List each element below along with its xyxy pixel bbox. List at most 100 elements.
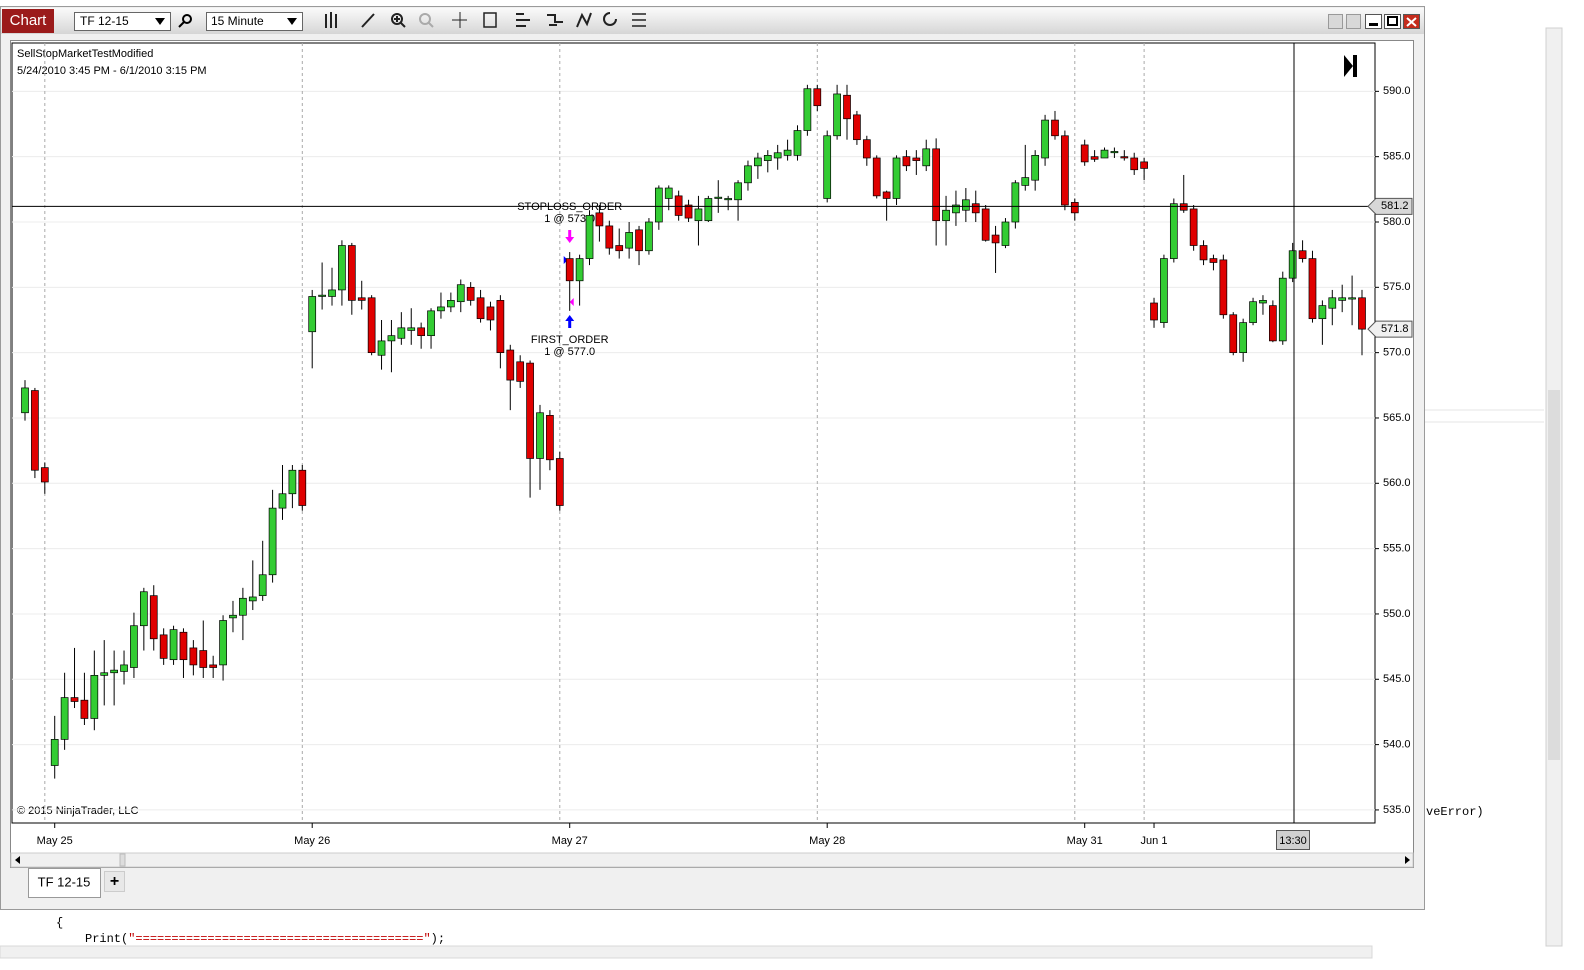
candle-body <box>90 675 99 719</box>
reload-icon[interactable] <box>603 12 617 26</box>
order-marker <box>563 256 568 264</box>
draw-icon[interactable] <box>361 13 375 28</box>
editor-scroll-thumb[interactable] <box>1548 390 1560 760</box>
y-tick-label: 550.0 <box>1383 608 1411 620</box>
candle-body <box>942 209 950 222</box>
menu-icon[interactable] <box>632 13 646 27</box>
candle-body <box>377 340 386 356</box>
go-to-end-icon[interactable] <box>1344 55 1353 77</box>
candle-body <box>427 310 435 337</box>
candle-body <box>952 204 960 214</box>
instrument-label: TF 12-15 <box>80 14 129 28</box>
window-button[interactable] <box>1346 14 1361 29</box>
candle-body <box>1179 203 1188 211</box>
y-tick-label: 560.0 <box>1383 477 1411 489</box>
plot: 535.0 540.0 545.0 550.0 555.0 560.0 565.0 570.0… <box>12 43 1411 847</box>
y-tick-label: 565.0 <box>1383 412 1411 424</box>
candle-body <box>962 199 970 211</box>
interval-label: 15 Minute <box>211 14 264 28</box>
candle-body <box>1070 202 1079 214</box>
candle-body <box>1229 314 1238 353</box>
candle-body <box>635 229 643 252</box>
copyright: © 2015 NinjaTrader, LLC <box>17 805 138 817</box>
candle-body <box>724 198 733 201</box>
candle-body <box>229 614 237 619</box>
candle-body <box>853 114 861 141</box>
y-tick-label: 580.0 <box>1383 216 1411 228</box>
interval-select[interactable] <box>206 12 303 31</box>
candle-body <box>1298 250 1307 259</box>
order-detail: 1 @ 577.0 <box>544 346 595 358</box>
order-arrow <box>565 315 575 328</box>
candle-body <box>843 94 851 120</box>
candle-body <box>862 139 871 159</box>
candle-body <box>179 631 188 661</box>
chart-tab[interactable] <box>2 9 54 33</box>
candle-body <box>1160 258 1168 323</box>
window-buttons <box>1328 14 1420 29</box>
candle-body <box>159 634 168 659</box>
scroll-thumb[interactable] <box>119 853 126 867</box>
candle-body <box>1209 258 1218 263</box>
strategy-icon[interactable] <box>547 14 563 26</box>
candle-body <box>1150 302 1158 321</box>
candle-body <box>50 739 59 766</box>
candle-body <box>60 697 69 740</box>
candle-body <box>654 187 663 223</box>
candle-body <box>40 467 49 483</box>
data-box-icon[interactable] <box>483 12 497 28</box>
add-tab-button[interactable] <box>104 871 125 892</box>
candle-body <box>318 294 326 297</box>
candle-body <box>169 629 178 661</box>
candle-body <box>139 591 148 627</box>
editor-hscroll[interactable] <box>0 945 1373 959</box>
candle-body <box>357 297 366 301</box>
candle-body <box>645 221 653 252</box>
candle-body <box>338 245 346 291</box>
candle-body <box>991 234 1000 244</box>
search-icon[interactable] <box>182 14 192 24</box>
x-tick-label: May 25 <box>37 835 73 847</box>
candle-body <box>1189 208 1198 246</box>
candle-body <box>407 327 416 331</box>
crosshair-icon[interactable] <box>452 12 467 28</box>
bars-icon[interactable] <box>325 12 337 28</box>
candle-body <box>417 327 425 337</box>
y-tick-label: 535.0 <box>1383 804 1411 816</box>
chart-tab-label: Chart <box>10 12 48 29</box>
zoom-out-icon[interactable] <box>419 13 431 25</box>
zoom-in-icon[interactable] <box>391 13 403 25</box>
candle-body <box>130 625 138 668</box>
dropdown-arrow <box>287 18 297 25</box>
properties-icon[interactable] <box>516 13 530 27</box>
window-button[interactable] <box>1328 14 1343 29</box>
candle-body <box>1120 156 1129 159</box>
plot-area <box>11 42 1376 824</box>
candle-body <box>397 327 406 339</box>
candle-body <box>813 88 822 107</box>
order-name: FIRST_ORDER <box>531 334 609 346</box>
code-print: Print("=================================… <box>85 932 445 946</box>
indicator-icon[interactable] <box>576 12 592 28</box>
candle-body <box>704 198 713 222</box>
candle-body <box>496 300 505 353</box>
candle-body <box>734 182 742 201</box>
candle-body <box>912 157 921 161</box>
instrument-select[interactable] <box>74 12 171 31</box>
x-tick-label: May 27 <box>552 835 588 847</box>
code-fragment: veError) <box>1426 805 1484 819</box>
candle-body <box>387 335 396 342</box>
minimize-button[interactable] <box>1365 14 1382 29</box>
candle-body <box>892 157 901 199</box>
instrument-tab[interactable] <box>28 868 101 898</box>
candle-body <box>971 203 980 214</box>
candle-body <box>1318 305 1327 320</box>
dropdown-arrow <box>155 18 165 25</box>
candle-body <box>70 697 79 702</box>
candle-body <box>1338 297 1347 301</box>
candle-body <box>456 284 465 303</box>
chart-scrollbar[interactable] <box>10 852 1414 868</box>
candle-body <box>199 650 208 668</box>
candle-body <box>447 300 455 308</box>
